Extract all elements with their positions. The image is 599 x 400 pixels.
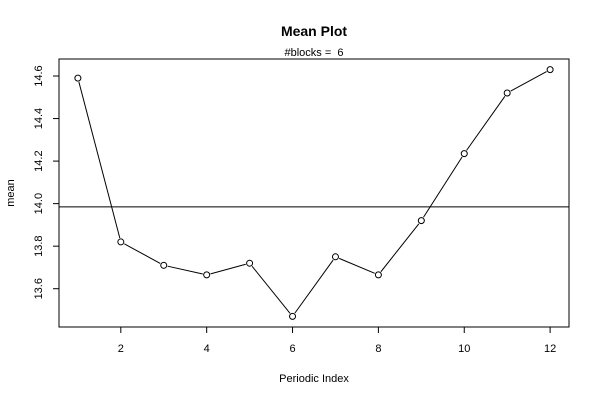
series-segment <box>466 96 506 151</box>
plot-frame <box>58 58 570 328</box>
series-line-layer <box>78 71 547 314</box>
y-tick-label: 14.4 <box>33 108 45 129</box>
series-points-layer <box>74 66 554 320</box>
y-tick-label: 14.6 <box>33 65 45 86</box>
x-tick-label: 6 <box>289 343 295 355</box>
chart-subtitle: #blocks = 6 <box>284 47 343 59</box>
y-tick-label: 13.8 <box>33 235 45 256</box>
series-segment <box>78 81 121 239</box>
data-point <box>546 66 554 74</box>
series-segment <box>380 223 420 273</box>
series-segment <box>124 243 161 264</box>
series-segment <box>423 156 463 218</box>
series-segment <box>167 265 203 275</box>
data-point <box>331 253 339 261</box>
data-point <box>246 259 254 267</box>
series-segment <box>510 71 547 92</box>
chart-title: Mean Plot <box>281 23 347 39</box>
y-axis-label: mean <box>5 179 17 207</box>
series-segment <box>294 259 334 314</box>
data-point <box>374 271 382 279</box>
x-tick-label: 2 <box>118 343 124 355</box>
x-tick-label: 8 <box>375 343 381 355</box>
x-tick-label: 10 <box>458 343 470 355</box>
y-tick-label: 14.2 <box>33 150 45 171</box>
data-point <box>417 217 425 225</box>
data-point <box>117 238 125 246</box>
series-segment <box>338 257 375 274</box>
series-segment <box>210 263 246 275</box>
data-point <box>289 312 297 320</box>
data-point <box>203 271 211 279</box>
y-axis: 13.6 13.8 14.0 14.2 14.4 14.6 <box>33 65 59 299</box>
x-tick-label: 12 <box>544 343 556 355</box>
series-segment <box>251 265 291 314</box>
data-point <box>160 261 168 269</box>
x-axis: 2 4 6 8 10 12 <box>118 327 556 355</box>
data-point <box>503 89 511 97</box>
x-axis-label: Periodic Index <box>279 373 349 385</box>
x-tick-label: 4 <box>204 343 210 355</box>
y-tick-label: 14.0 <box>33 193 45 214</box>
data-point <box>460 150 468 158</box>
y-tick-label: 13.6 <box>33 278 45 299</box>
data-point <box>74 74 82 82</box>
